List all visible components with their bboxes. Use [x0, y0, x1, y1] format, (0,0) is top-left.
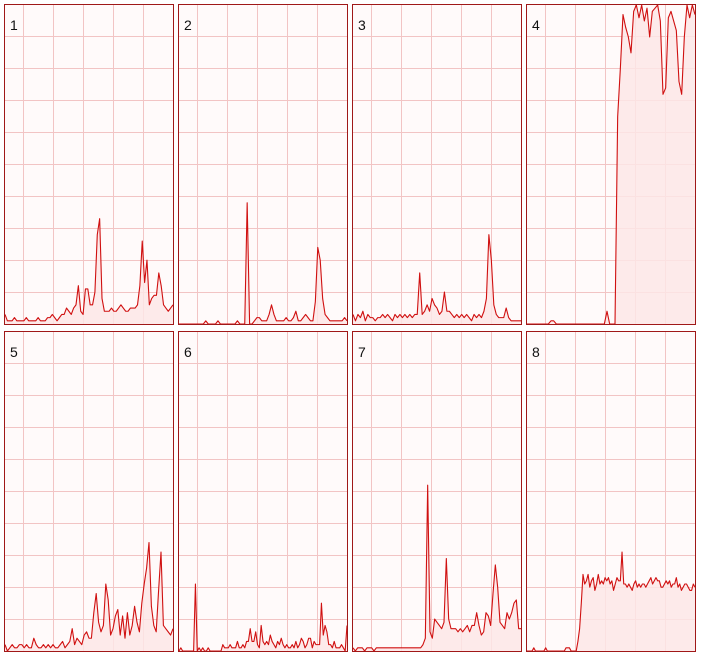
chart-plot: [526, 331, 696, 652]
series-area: [5, 542, 173, 651]
series-line: [352, 234, 521, 322]
panel-label: 5: [10, 344, 18, 360]
series-area: [5, 218, 173, 324]
chart-plot: [526, 4, 696, 325]
plot-border: [352, 4, 522, 325]
chart-plot: [4, 4, 174, 325]
panel-label: 4: [532, 17, 540, 33]
panel-label: 7: [358, 344, 366, 360]
plot-border: [178, 331, 348, 652]
panel-label: 2: [184, 17, 192, 33]
series-area: [353, 485, 521, 651]
panel-label: 1: [10, 17, 18, 33]
panel-label: 8: [532, 344, 540, 360]
series-line: [179, 202, 348, 325]
panel-label: 6: [184, 344, 192, 360]
series-line: [178, 583, 348, 652]
chart-plot: [178, 4, 348, 325]
chart-panel-2: 2: [178, 4, 348, 325]
plot-border: [352, 331, 522, 652]
chart-plot: [352, 331, 522, 652]
series-area: [527, 552, 695, 651]
series-area: [527, 5, 695, 324]
chart-panel-4: 4: [526, 4, 696, 325]
series-line: [4, 541, 174, 652]
panel-label: 3: [358, 17, 366, 33]
chart-panel-5: 5: [4, 331, 174, 652]
chart-panel-6: 6: [178, 331, 348, 652]
plot-border: [178, 4, 348, 325]
series-area: [179, 584, 347, 651]
chart-panel-1: 1: [4, 4, 174, 325]
series-line: [4, 218, 174, 322]
plot-border: [526, 4, 696, 325]
chart-panel-7: 7: [352, 331, 522, 652]
chart-plot: [178, 331, 348, 652]
plot-border: [526, 331, 696, 652]
chart-panel-3: 3: [352, 4, 522, 325]
chart-panel-8: 8: [526, 331, 696, 652]
series-line: [352, 484, 521, 652]
chart-plot: [4, 331, 174, 652]
plot-border: [4, 331, 174, 652]
chart-plot: [352, 4, 522, 325]
plot-border: [4, 4, 174, 325]
